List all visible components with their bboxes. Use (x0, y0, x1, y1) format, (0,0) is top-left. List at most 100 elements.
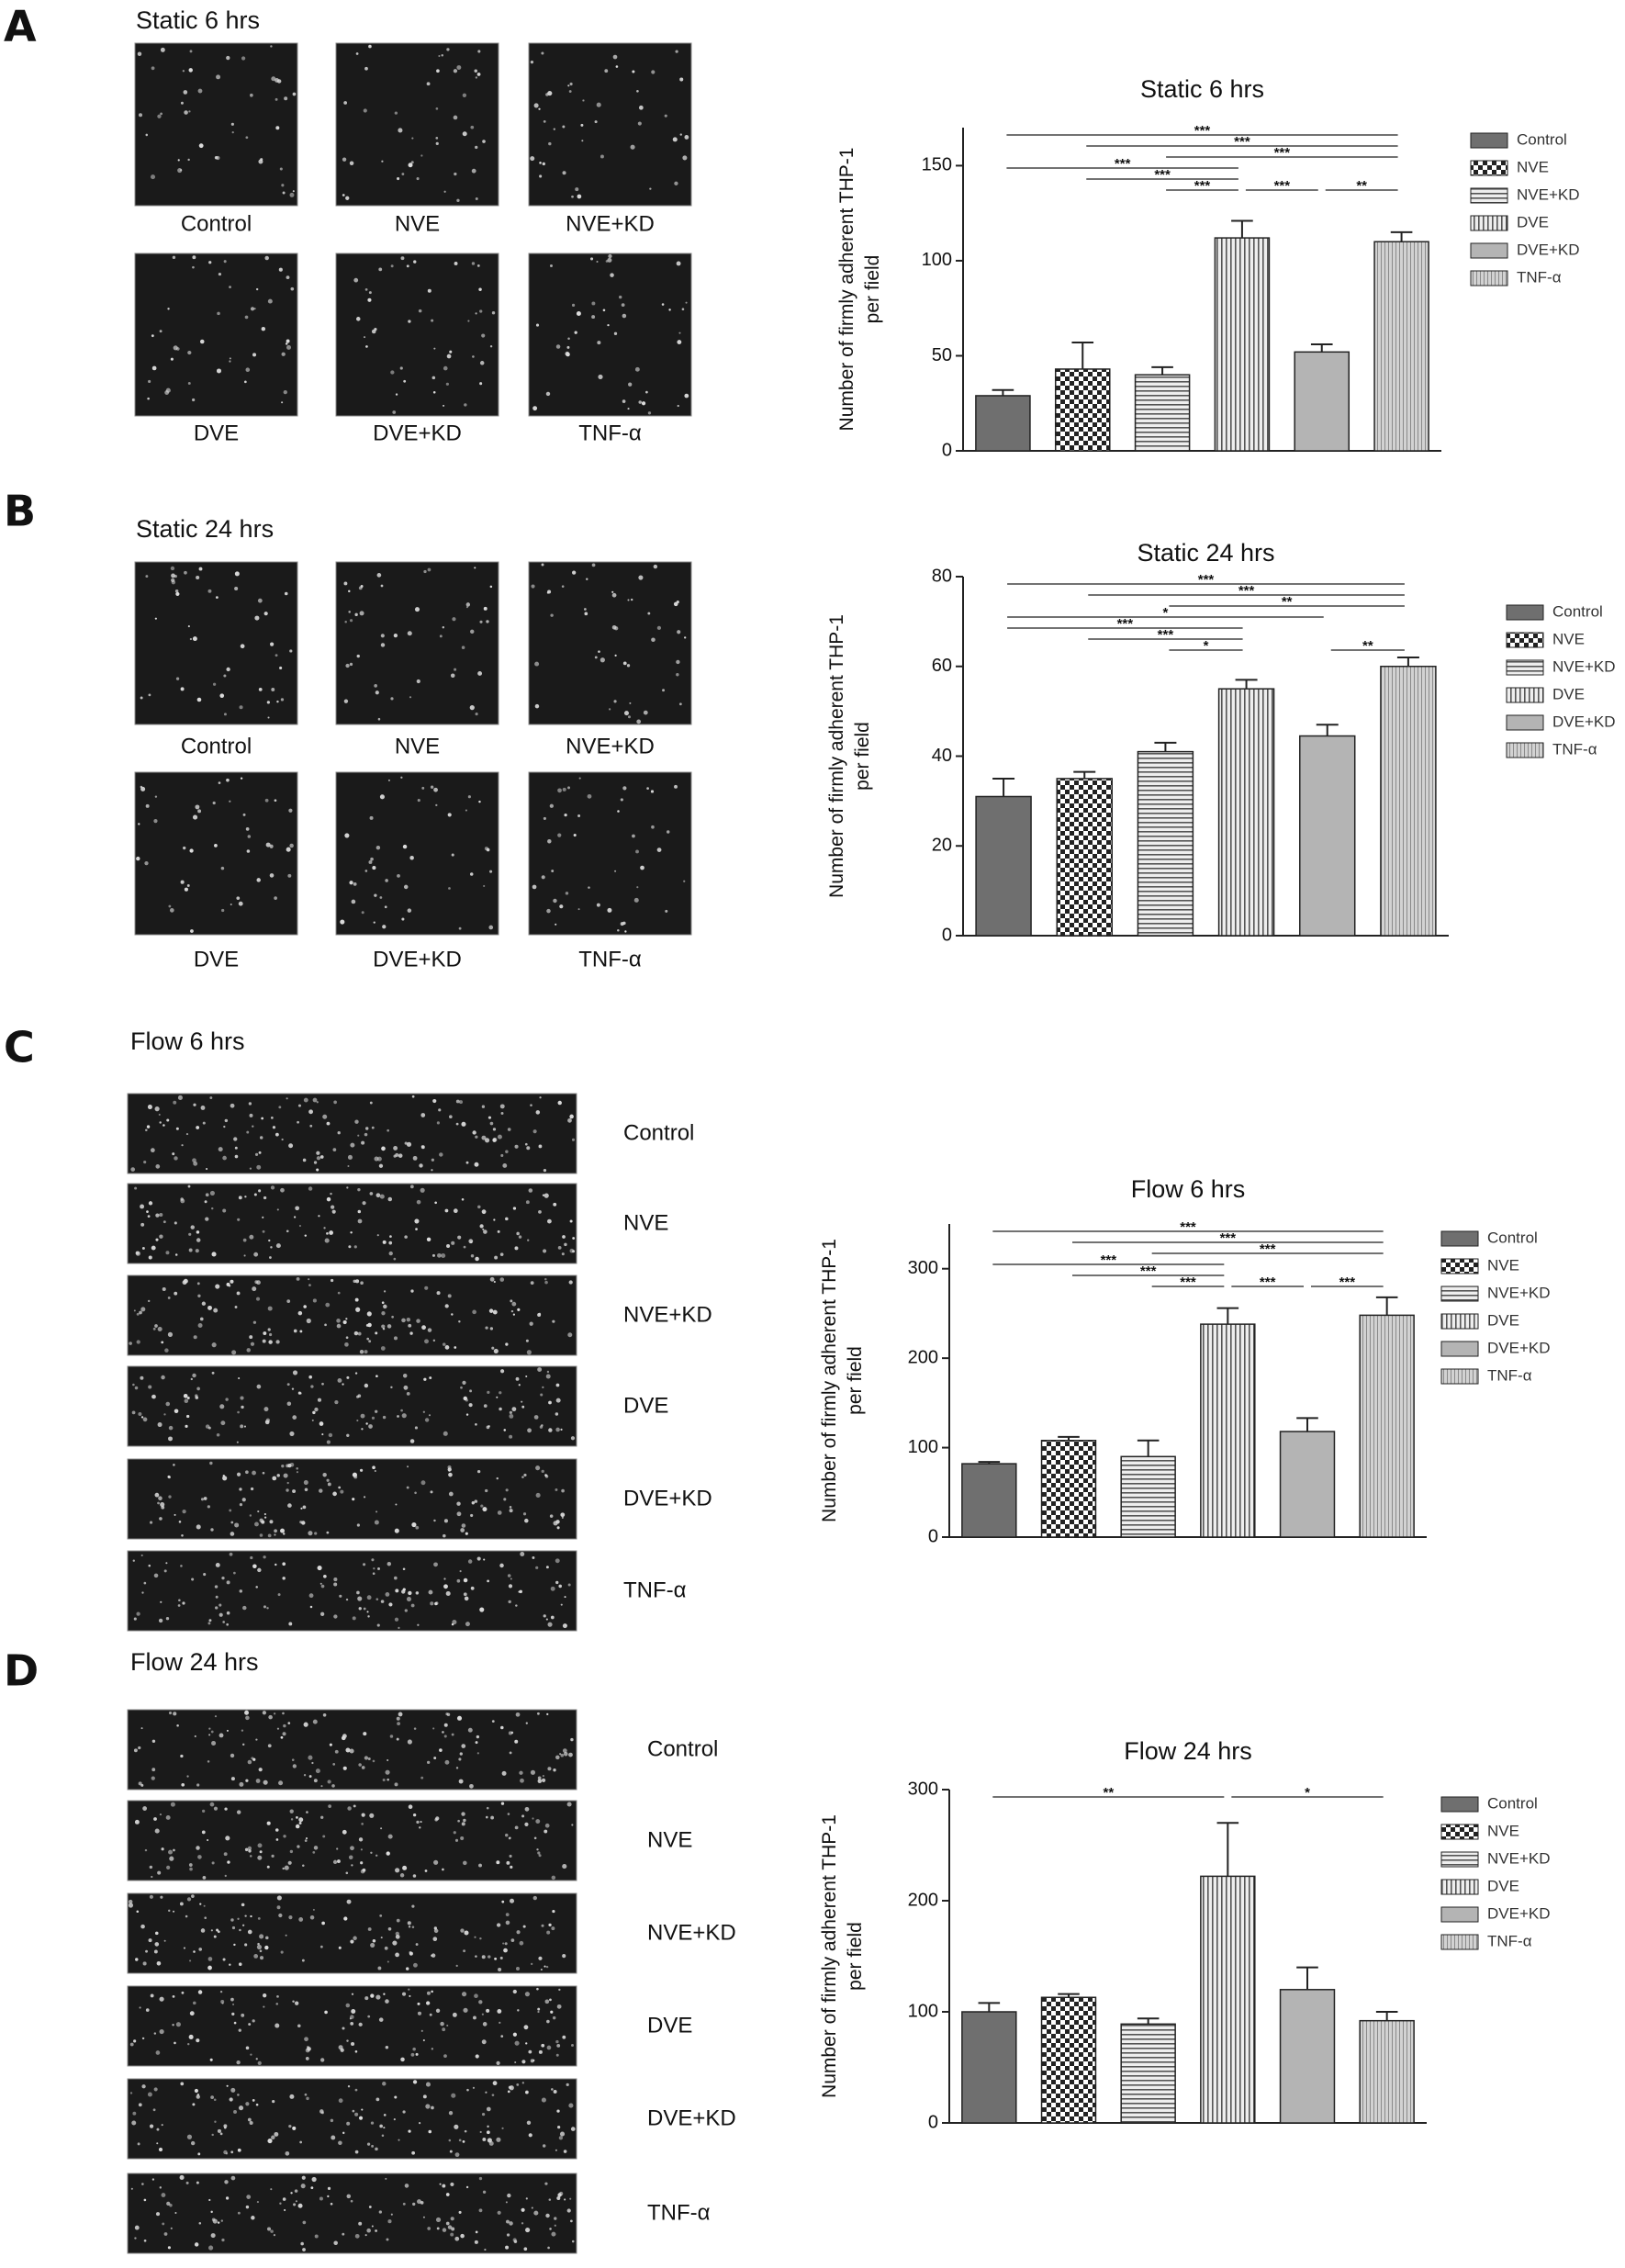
cell (354, 612, 358, 617)
cell (239, 1781, 244, 1787)
cell (209, 1802, 215, 1807)
micrograph-bg (335, 253, 499, 417)
micrograph (134, 561, 298, 725)
cell (180, 1754, 184, 1758)
cell (331, 1209, 336, 1214)
cell (303, 1305, 307, 1308)
cell (535, 323, 540, 327)
cell (384, 1946, 388, 1950)
cell (128, 1899, 133, 1904)
cell (508, 1600, 511, 1604)
cell (408, 2129, 411, 2133)
cell (298, 1822, 302, 1825)
cell (463, 1577, 468, 1583)
cell (486, 2008, 490, 2013)
cell (580, 123, 584, 127)
cell (150, 1993, 154, 1998)
cell (239, 1503, 243, 1507)
cell (443, 1723, 448, 1727)
cell (496, 1396, 499, 1398)
cell (210, 1528, 214, 1532)
cell (627, 408, 630, 410)
cell (168, 904, 172, 908)
cell (400, 2057, 405, 2062)
cell (561, 1488, 565, 1493)
cell (345, 1598, 349, 1601)
cell (465, 602, 471, 607)
cell (319, 2196, 323, 2201)
micrograph-bg (528, 561, 692, 725)
cell (281, 401, 284, 404)
cell (330, 2202, 333, 2206)
cell (501, 2127, 504, 2130)
cell (304, 1488, 308, 1492)
cell (330, 2118, 334, 2123)
cell (212, 682, 217, 686)
cell (270, 45, 273, 48)
cell (155, 2212, 161, 2217)
cell (309, 1124, 313, 1128)
cell (293, 1216, 297, 1218)
cell (357, 1218, 363, 1224)
cell (486, 2106, 491, 2112)
cell (151, 1394, 157, 1399)
cell (398, 1712, 403, 1717)
cell (538, 2049, 543, 2054)
cell (423, 1377, 427, 1381)
cell (257, 1916, 261, 1920)
cell (186, 1414, 190, 1419)
cell (368, 1424, 373, 1429)
cell (141, 1247, 145, 1250)
cell (312, 1908, 315, 1911)
cell (262, 1216, 264, 1218)
cell (550, 2010, 554, 2014)
cell (238, 901, 243, 906)
cell (376, 1234, 379, 1237)
cell (255, 1779, 261, 1783)
cell (504, 1942, 508, 1946)
cell (263, 612, 268, 616)
cell (568, 90, 572, 93)
significance-label: ** (1362, 638, 1373, 654)
cell (456, 198, 460, 202)
cell (193, 1161, 198, 1166)
cell (222, 1474, 225, 1477)
cell (226, 1580, 230, 1585)
cell (460, 1928, 465, 1933)
cell (326, 1531, 330, 1534)
cell (345, 1871, 349, 1875)
cell (538, 1854, 542, 1858)
cell (608, 253, 612, 259)
cell (571, 1824, 574, 1826)
cell (393, 2118, 396, 2121)
cell (448, 1491, 454, 1497)
cell (282, 1712, 285, 1715)
cell (574, 331, 577, 334)
cell (292, 1489, 297, 1494)
cell (178, 1521, 182, 1523)
cell (312, 1298, 317, 1303)
cell (207, 1760, 210, 1763)
cell (548, 2198, 552, 2201)
cell (482, 1228, 485, 1230)
cell (157, 1870, 162, 1875)
cell (647, 411, 652, 415)
cell (568, 1752, 573, 1757)
cell (297, 1120, 299, 1124)
cell (414, 1218, 420, 1224)
cell (423, 569, 427, 574)
cell (356, 1523, 360, 1527)
cell (193, 1103, 196, 1106)
cell (508, 1584, 513, 1589)
cell (148, 1385, 152, 1389)
cell (253, 1954, 259, 1959)
cell (140, 1783, 144, 1787)
cell (327, 1780, 331, 1784)
micrograph-bg (127, 1183, 577, 1264)
cell (357, 1134, 360, 1137)
cell (312, 1097, 318, 1103)
significance-label: *** (1194, 123, 1211, 139)
cell (185, 2181, 189, 2184)
cell (223, 2124, 228, 2128)
cell (253, 1193, 257, 1196)
